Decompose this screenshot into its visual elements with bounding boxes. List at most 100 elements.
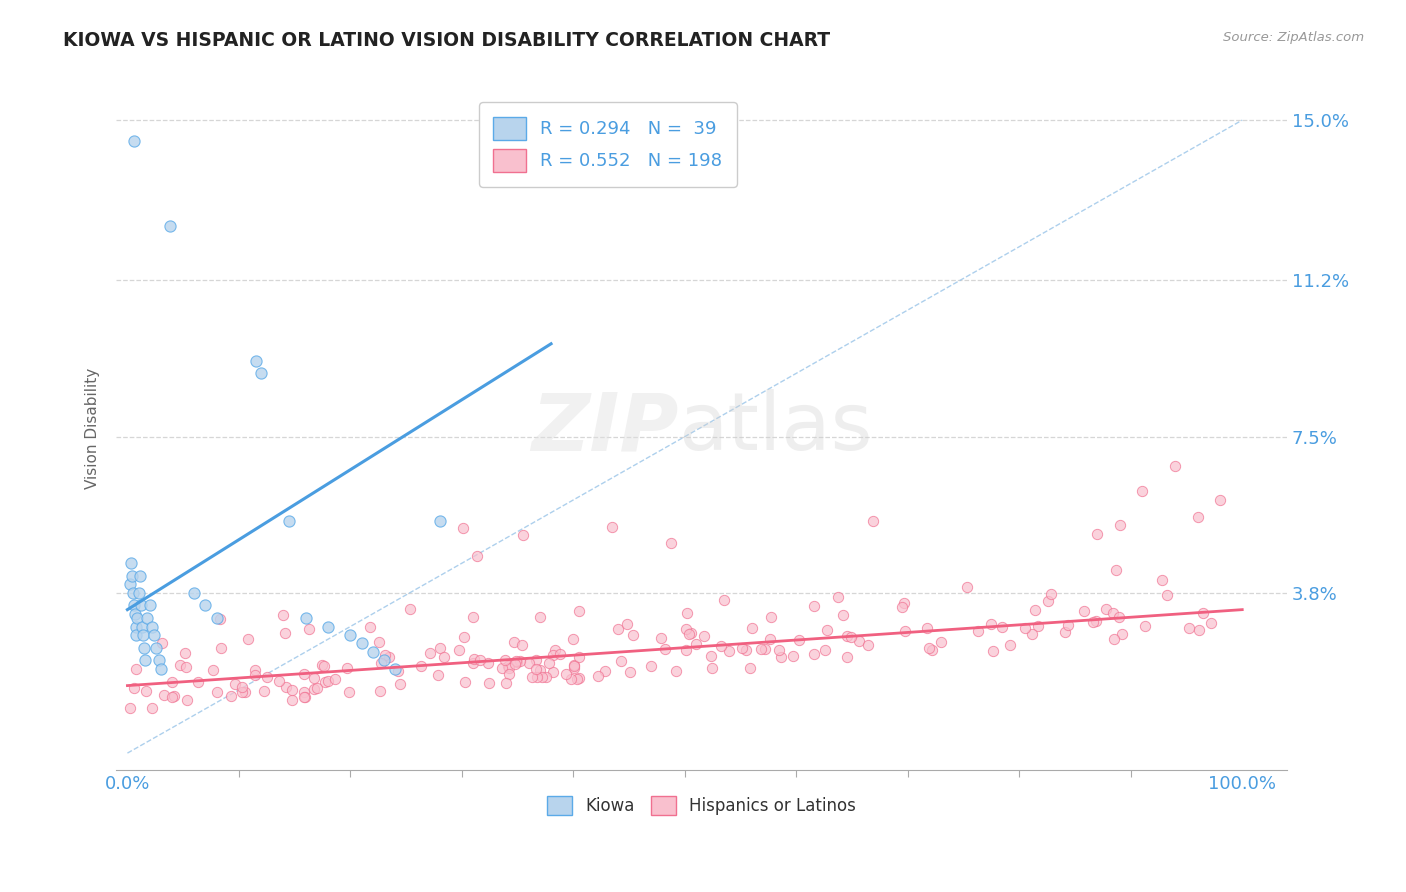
Point <box>132 628 155 642</box>
Point <box>990 620 1012 634</box>
Point <box>702 661 724 675</box>
Point <box>1085 526 1108 541</box>
Point <box>512 528 534 542</box>
Point <box>207 685 229 699</box>
Point <box>1130 484 1153 499</box>
Point <box>586 669 609 683</box>
Point <box>461 610 484 624</box>
Point <box>176 692 198 706</box>
Point <box>537 656 560 670</box>
Point <box>302 682 325 697</box>
Point <box>1209 492 1232 507</box>
Point <box>858 638 880 652</box>
Point <box>1156 588 1178 602</box>
Point <box>250 367 273 381</box>
Point <box>125 628 148 642</box>
Point <box>243 668 266 682</box>
Point <box>160 690 183 704</box>
Point <box>600 520 623 534</box>
Point <box>675 606 697 620</box>
Point <box>718 643 741 657</box>
Point <box>160 675 183 690</box>
Point <box>693 629 716 643</box>
Point <box>831 608 853 623</box>
Point <box>245 353 267 368</box>
Point <box>1105 563 1128 577</box>
Point <box>498 658 520 673</box>
Point <box>350 636 373 650</box>
Point <box>162 689 184 703</box>
Point <box>311 658 333 673</box>
Point <box>378 649 401 664</box>
Point <box>768 643 790 657</box>
Point <box>787 632 810 647</box>
Point <box>548 647 571 661</box>
Point <box>447 643 470 657</box>
Point <box>174 646 197 660</box>
Point <box>1177 622 1199 636</box>
Point <box>1111 626 1133 640</box>
Point <box>555 667 578 681</box>
Point <box>541 665 564 680</box>
Point <box>231 681 253 695</box>
Point <box>433 649 456 664</box>
Point <box>169 658 191 673</box>
Point <box>503 657 526 671</box>
Point <box>543 642 565 657</box>
Point <box>509 654 531 668</box>
Point <box>373 653 395 667</box>
Point <box>565 673 588 687</box>
Point <box>685 637 707 651</box>
Point <box>281 692 304 706</box>
Point <box>323 672 346 686</box>
Point <box>134 640 156 655</box>
Point <box>453 630 475 644</box>
Point <box>1108 518 1130 533</box>
Point <box>782 648 804 663</box>
Point <box>917 640 939 655</box>
Point <box>150 636 173 650</box>
Point <box>429 640 451 655</box>
Point <box>929 635 952 649</box>
Point <box>681 626 703 640</box>
Point <box>427 668 450 682</box>
Point <box>122 586 145 600</box>
Point <box>981 644 1004 658</box>
Point <box>654 641 676 656</box>
Point <box>194 599 217 613</box>
Point <box>307 681 329 696</box>
Point <box>238 632 260 646</box>
Point <box>208 612 231 626</box>
Point <box>502 635 524 649</box>
Point <box>1133 619 1156 633</box>
Point <box>754 642 776 657</box>
Point <box>998 639 1021 653</box>
Point <box>522 670 544 684</box>
Point <box>803 599 825 613</box>
Point <box>814 643 837 657</box>
Point <box>1083 615 1105 629</box>
Point <box>465 549 488 564</box>
Point <box>143 628 166 642</box>
Point <box>224 677 246 691</box>
Point <box>131 619 153 633</box>
Point <box>837 629 859 643</box>
Point <box>1187 509 1209 524</box>
Point <box>454 675 477 690</box>
Point <box>411 659 433 673</box>
Point <box>678 627 700 641</box>
Point <box>121 569 143 583</box>
Text: Source: ZipAtlas.com: Source: ZipAtlas.com <box>1223 31 1364 45</box>
Point <box>524 653 547 667</box>
Y-axis label: Vision Disability: Vision Disability <box>86 368 100 489</box>
Point <box>529 610 551 624</box>
Point <box>294 611 316 625</box>
Point <box>463 652 485 666</box>
Point <box>530 670 553 684</box>
Point <box>1102 606 1125 620</box>
Point <box>209 641 232 656</box>
Point <box>893 596 915 610</box>
Point <box>1024 603 1046 617</box>
Point <box>562 661 585 675</box>
Point <box>136 611 159 625</box>
